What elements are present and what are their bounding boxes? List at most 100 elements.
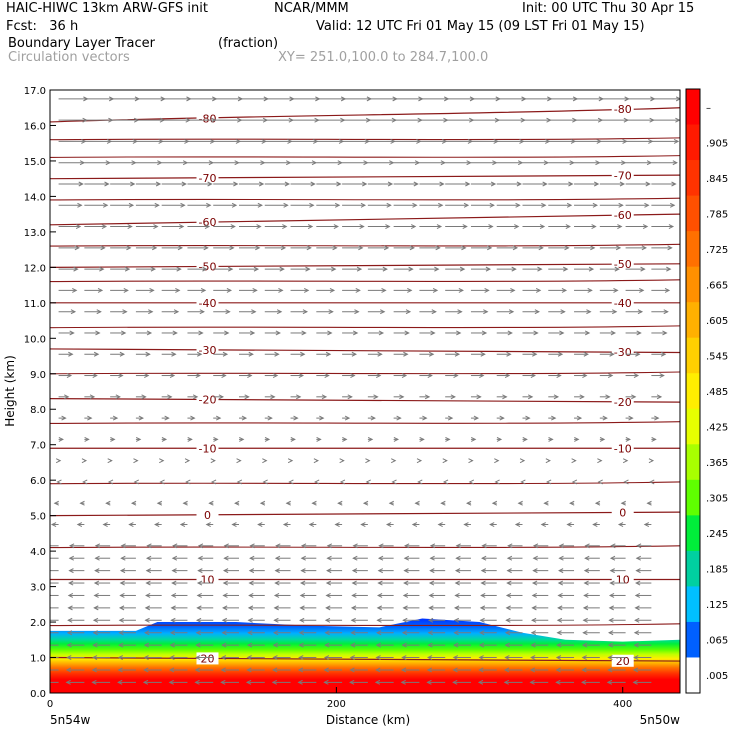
vector-arrowhead [412, 202, 418, 208]
vector-arrowhead [72, 287, 78, 293]
colorbar-swatch [686, 621, 700, 658]
vector-arrowhead [481, 330, 488, 336]
vector-arrowhead [611, 309, 618, 315]
vector-arrowhead [41, 668, 45, 672]
vector-arrowhead [602, 415, 608, 421]
vector-arrowhead [468, 479, 475, 485]
vector-arrowhead [187, 436, 193, 442]
vector-arrowhead [414, 160, 421, 166]
vector-arrowhead [223, 555, 229, 561]
vector-arrowhead [582, 630, 588, 636]
vector-arrowhead [462, 224, 468, 230]
vector-arrowhead [510, 287, 516, 293]
vector-arrowhead [533, 330, 539, 336]
vector-arrowhead [234, 160, 240, 166]
x-axis-label: Distance (km) [326, 713, 410, 727]
vector-arrowhead [210, 479, 217, 485]
vector-arrowhead [628, 415, 634, 421]
vector-arrowhead [272, 373, 279, 378]
vector-arrowhead [107, 458, 113, 464]
colorbar-label: .905 [706, 138, 728, 149]
y-tick-label: 17.0 [24, 86, 46, 97]
vector-arrowhead [185, 479, 191, 485]
temperature-contour--30 [50, 348, 680, 354]
vector-arrowhead [477, 679, 484, 685]
vector-arrowhead [568, 181, 574, 187]
vector-arrowhead [492, 160, 498, 166]
y-tick-label: 12.0 [24, 263, 46, 274]
vector-arrowhead [350, 630, 356, 636]
colorbar-swatch [686, 160, 700, 197]
vector-arrowhead [403, 351, 409, 357]
contour-label--50: -50 [614, 258, 632, 271]
colorbar-swatch [686, 195, 700, 232]
contour-label--20: -20 [199, 393, 217, 406]
vector-arrowhead [558, 555, 564, 561]
vector-arrowhead [227, 266, 234, 272]
vector-arrowhead [400, 679, 406, 685]
vector-arrowhead [350, 605, 357, 611]
vector-arrowhead [280, 245, 287, 251]
vector-arrowhead [619, 181, 626, 187]
vector-arrowhead [453, 630, 459, 636]
colorbar-swatch [686, 479, 700, 516]
vector-arrowhead [672, 160, 678, 166]
vector-arrowhead [272, 642, 278, 648]
vector-arrowhead [205, 522, 211, 527]
field-name: Boundary Layer Tracer [8, 36, 155, 51]
vector-arrowhead [530, 655, 536, 660]
vector-arrowhead [169, 630, 176, 636]
vector-arrowhead [352, 330, 359, 336]
vector-arrowhead [557, 351, 564, 357]
vector-arrowhead [436, 224, 443, 230]
field2-name: Circulation vectors [8, 50, 130, 65]
vector-arrowhead [347, 394, 353, 400]
vector-arrowhead [283, 202, 289, 208]
forecast-hour: Fcst: 36 h [6, 19, 79, 34]
vector-arrowhead [666, 266, 672, 272]
vector-arrowhead [584, 330, 591, 336]
vector-arrowhead [308, 522, 315, 527]
vector-arrowhead [543, 500, 549, 506]
vector-arrowhead [194, 679, 200, 685]
vector-arrowhead [118, 630, 124, 636]
vector-arrowhead [131, 160, 137, 166]
vector-arrowhead [609, 555, 616, 561]
vector-arrowhead [101, 224, 108, 230]
vector-arrowhead [204, 224, 211, 230]
temperature-contour [50, 137, 680, 141]
vector-arrowhead [298, 373, 305, 378]
vector-arrowhead [576, 415, 583, 421]
vector-arrowhead [200, 287, 207, 293]
vector-arrowhead [363, 160, 369, 166]
vector-arrowhead [215, 415, 222, 421]
vector-arrowhead [168, 667, 175, 673]
vector-arrowhead [262, 479, 268, 485]
vector-arrowhead [452, 655, 459, 660]
y-axis-label: Height (km) [3, 355, 17, 426]
vector-arrowhead [622, 458, 629, 464]
vector-arrowhead [428, 593, 434, 598]
vector-arrowhead [41, 680, 45, 684]
vector-arrowhead [222, 568, 229, 574]
vector-arrowhead [668, 224, 675, 230]
vector-arrowhead [673, 138, 680, 144]
vector-arrowhead [556, 373, 562, 378]
x-right-endpoint: 5n50w [640, 713, 681, 727]
vector-arrowhead [429, 555, 435, 561]
vector-arrowhead [66, 642, 72, 648]
vector-arrowhead [675, 117, 680, 123]
vector-arrowhead [424, 394, 431, 400]
vector-arrowhead [621, 160, 627, 166]
vector-arrowhead [169, 373, 176, 378]
vector-arrowhead [454, 351, 461, 357]
vector-arrowhead [581, 667, 587, 673]
vector-arrowhead [403, 568, 409, 574]
vector-arrowhead [319, 415, 325, 421]
vector-arrowhead [197, 543, 204, 549]
vector-arrowhead [117, 667, 123, 673]
vector-arrowhead [247, 617, 253, 623]
vector-arrowhead [206, 202, 212, 208]
vector-arrowhead [649, 479, 655, 485]
vector-arrowhead [130, 500, 137, 506]
